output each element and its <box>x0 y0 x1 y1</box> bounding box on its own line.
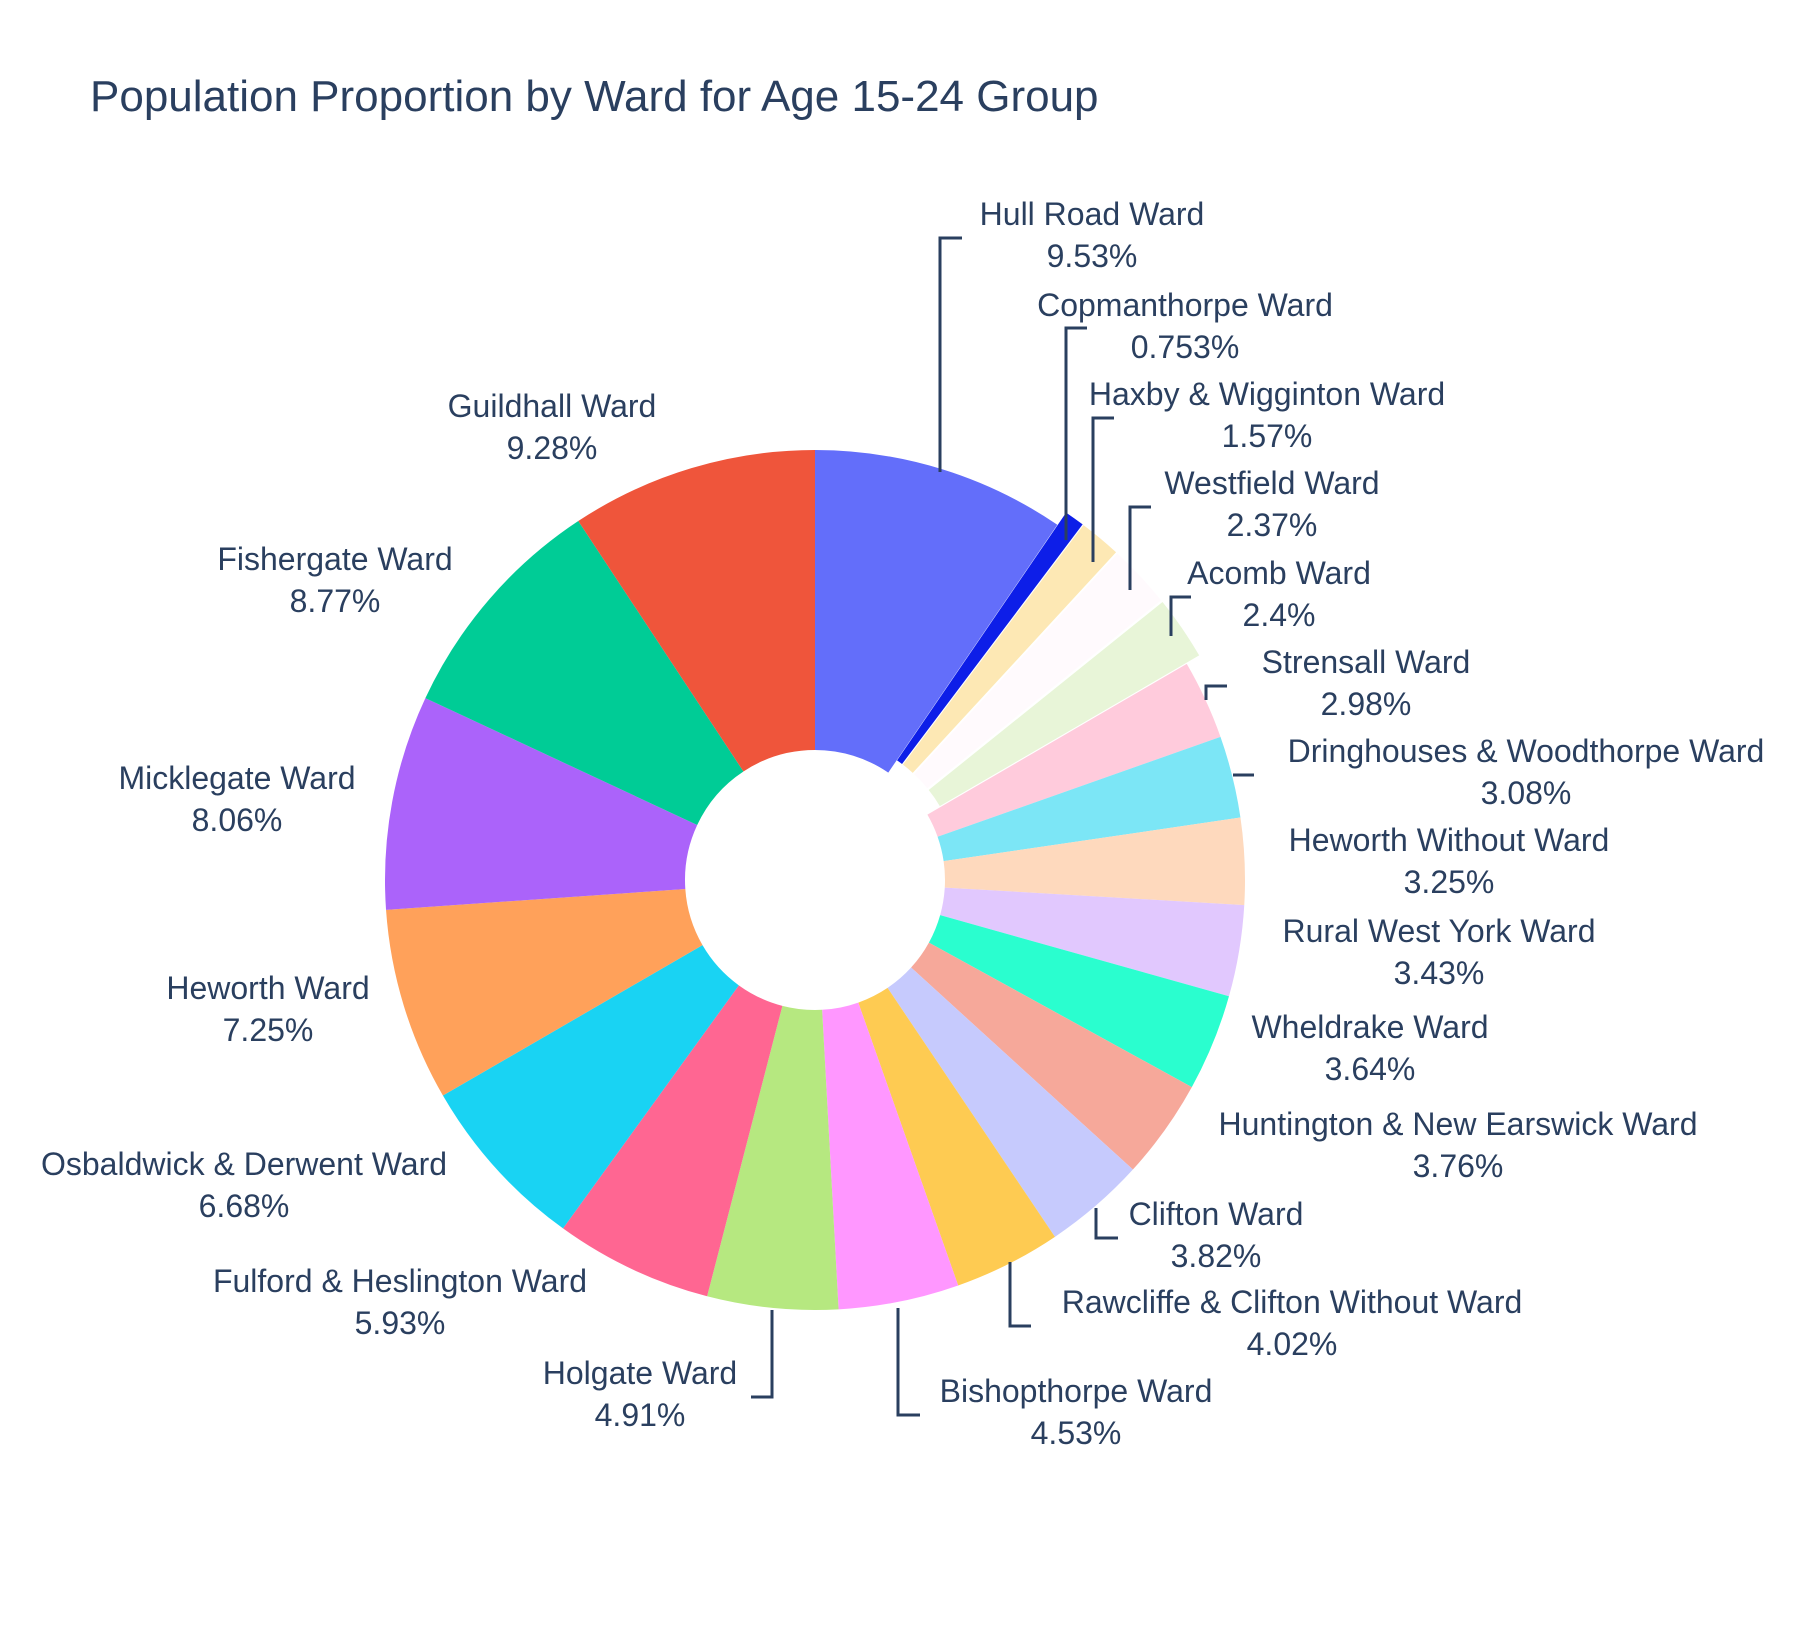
slice-value-westfield-ward: 2.37% <box>1227 507 1318 543</box>
slice-copmanthorpe-ward[interactable] <box>897 512 1083 764</box>
slice-label-osbaldwick-and-derwent-ward: Osbaldwick & Derwent Ward <box>41 1146 447 1182</box>
slice-value-fishergate-ward: 8.77% <box>290 583 381 619</box>
slice-value-huntington-and-new-earswick-ward: 3.76% <box>1413 1148 1504 1184</box>
slice-label-holgate-ward: Holgate Ward <box>543 1355 737 1391</box>
slice-label-copmanthorpe-ward: Copmanthorpe Ward <box>1037 287 1333 323</box>
slice-acomb-ward[interactable] <box>928 602 1200 807</box>
slice-rawcliffe-and-clifton-without-ward[interactable] <box>858 987 1055 1286</box>
slice-value-strensall-ward: 2.98% <box>1321 686 1412 722</box>
slice-label-clifton-ward: Clifton Ward <box>1129 1196 1304 1232</box>
slice-value-acomb-ward: 2.4% <box>1243 597 1316 633</box>
slice-guildhall-ward[interactable] <box>578 450 815 772</box>
slice-haxby-and-wigginton-ward[interactable] <box>902 525 1117 773</box>
leader-line-strensall-ward <box>1204 684 1227 700</box>
slice-label-wheldrake-ward: Wheldrake Ward <box>1251 1009 1488 1045</box>
slice-huntington-and-new-earswick-ward[interactable] <box>911 942 1192 1170</box>
slice-label-haxby-and-wigginton-ward: Haxby & Wigginton Ward <box>1089 376 1445 412</box>
slice-fishergate-ward[interactable] <box>425 521 744 826</box>
slice-value-rawcliffe-and-clifton-without-ward: 4.02% <box>1247 1326 1338 1362</box>
slice-label-acomb-ward: Acomb Ward <box>1187 555 1371 591</box>
slice-value-fulford-and-heslington-ward: 5.93% <box>355 1305 446 1341</box>
slice-label-bishopthorpe-ward: Bishopthorpe Ward <box>940 1373 1213 1409</box>
slice-value-osbaldwick-and-derwent-ward: 6.68% <box>199 1188 290 1224</box>
slice-rural-west-york-ward[interactable] <box>940 887 1245 997</box>
slice-label-strensall-ward: Strensall Ward <box>1262 644 1471 680</box>
leader-line-acomb-ward <box>1169 595 1191 636</box>
slice-clifton-ward[interactable] <box>887 967 1133 1237</box>
slice-label-heworth-ward: Heworth Ward <box>166 970 369 1006</box>
leader-line-holgate-ward <box>751 1310 774 1399</box>
slice-holgate-ward[interactable] <box>707 1005 839 1310</box>
slice-heworth-without-ward[interactable] <box>943 817 1245 906</box>
slice-label-dringhouses-and-woodthorpe-ward: Dringhouses & Woodthorpe Ward <box>1288 733 1765 769</box>
slice-value-clifton-ward: 3.82% <box>1171 1238 1262 1274</box>
leader-line-rawcliffe-and-clifton-without-ward <box>1008 1262 1031 1328</box>
slice-dringhouses-and-woodthorpe-ward[interactable] <box>937 736 1241 862</box>
slice-label-huntington-and-new-earswick-ward: Huntington & New Earswick Ward <box>1219 1106 1698 1142</box>
slice-value-guildhall-ward: 9.28% <box>507 430 598 466</box>
slice-label-hull-road-ward: Hull Road Ward <box>980 196 1205 232</box>
leader-line-haxby-and-wigginton-ward <box>1091 416 1114 562</box>
slice-label-micklegate-ward: Micklegate Ward <box>118 760 355 796</box>
slice-label-fulford-and-heslington-ward: Fulford & Heslington Ward <box>213 1263 587 1299</box>
slice-label-fishergate-ward: Fishergate Ward <box>217 541 452 577</box>
chart-title: Population Proportion by Ward for Age 15… <box>90 72 1099 121</box>
slice-wheldrake-ward[interactable] <box>928 915 1229 1088</box>
slice-bishopthorpe-ward[interactable] <box>822 1002 959 1310</box>
slice-value-wheldrake-ward: 3.64% <box>1325 1051 1416 1087</box>
slice-osbaldwick-and-derwent-ward[interactable] <box>442 945 739 1229</box>
leader-line-bishopthorpe-ward <box>896 1308 920 1417</box>
leader-line-westfield-ward <box>1128 505 1151 590</box>
slice-value-copmanthorpe-ward: 0.753% <box>1131 329 1240 365</box>
slice-value-bishopthorpe-ward: 4.53% <box>1031 1415 1122 1451</box>
slice-value-rural-west-york-ward: 3.43% <box>1394 955 1485 991</box>
leader-line-clifton-ward <box>1094 1208 1118 1240</box>
slice-value-haxby-and-wigginton-ward: 1.57% <box>1222 418 1313 454</box>
slice-heworth-ward[interactable] <box>386 889 703 1096</box>
leader-line-hull-road-ward <box>938 236 962 472</box>
slice-value-heworth-ward: 7.25% <box>223 1012 314 1048</box>
leader-line-copmanthorpe-ward <box>1064 326 1087 540</box>
slice-micklegate-ward[interactable] <box>385 698 698 910</box>
slice-strensall-ward[interactable] <box>927 663 1221 837</box>
slice-value-dringhouses-and-woodthorpe-ward: 3.08% <box>1481 775 1572 811</box>
slice-label-rural-west-york-ward: Rural West York Ward <box>1283 913 1596 949</box>
slice-value-hull-road-ward: 9.53% <box>1047 238 1138 274</box>
slice-value-heworth-without-ward: 3.25% <box>1404 864 1495 900</box>
slice-westfield-ward[interactable] <box>914 553 1162 789</box>
slice-value-micklegate-ward: 8.06% <box>192 802 283 838</box>
slice-label-guildhall-ward: Guildhall Ward <box>448 388 657 424</box>
slice-label-westfield-ward: Westfield Ward <box>1164 465 1379 501</box>
slice-label-heworth-without-ward: Heworth Without Ward <box>1289 822 1610 858</box>
slice-value-holgate-ward: 4.91% <box>595 1397 686 1433</box>
slice-hull-road-ward[interactable] <box>815 450 1058 773</box>
slice-fulford-and-heslington-ward[interactable] <box>563 985 783 1297</box>
slice-label-rawcliffe-and-clifton-without-ward: Rawcliffe & Clifton Without Ward <box>1062 1284 1523 1320</box>
